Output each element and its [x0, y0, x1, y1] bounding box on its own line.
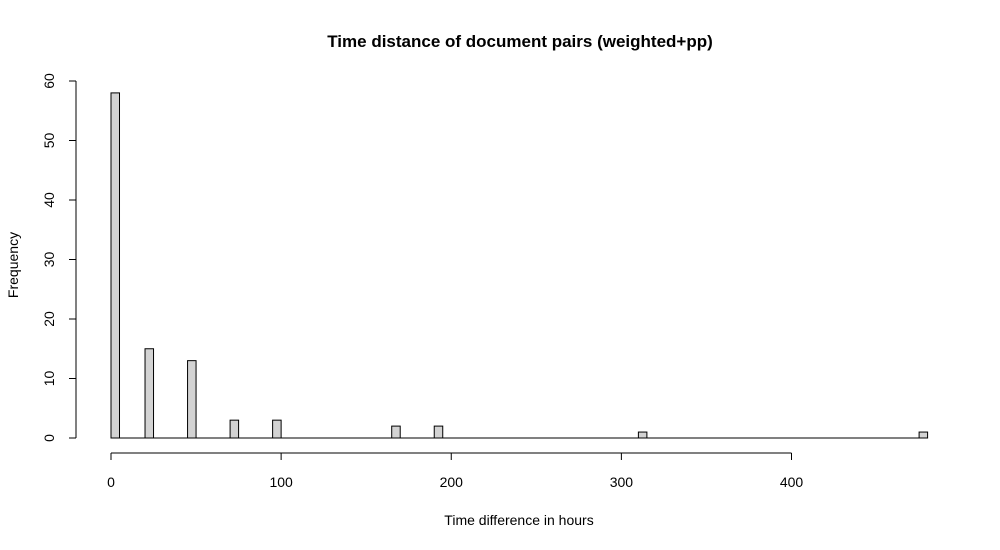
y-tick-label-3: 30 — [41, 252, 57, 268]
histogram-bar-3 — [229, 419, 240, 439]
x-axis: 0 100 200 300 400 — [107, 452, 804, 490]
histogram-bar-4 — [272, 419, 282, 439]
y-tick-label-1: 10 — [41, 371, 57, 387]
histogram-bar-1 — [144, 348, 155, 439]
x-tick-label-1: 100 — [269, 474, 293, 490]
y-tick-label-6: 60 — [41, 73, 57, 89]
x-tick-label-0: 0 — [107, 474, 115, 490]
y-tick-label-5: 50 — [41, 133, 57, 149]
histogram-bar-2 — [187, 360, 197, 439]
x-tick-label-2: 200 — [440, 474, 464, 490]
chart-title: Time distance of document pairs (weighte… — [327, 32, 713, 51]
x-tick-label-3: 300 — [610, 474, 634, 490]
x-tick-label-4: 400 — [780, 474, 804, 490]
y-tick-label-0: 0 — [41, 434, 57, 442]
y-tick-label-4: 40 — [41, 192, 57, 208]
histogram-bar-0 — [110, 92, 121, 439]
histogram-bar-5 — [391, 425, 401, 439]
histogram-bar-7 — [637, 431, 648, 439]
histogram-bar-6 — [433, 425, 444, 439]
y-axis: 0 10 20 30 40 50 60 — [41, 73, 77, 442]
x-axis-label: Time difference in hours — [444, 512, 593, 528]
plot-area — [110, 92, 929, 439]
histogram-bar-8 — [918, 431, 929, 439]
y-tick-label-2: 20 — [41, 311, 57, 327]
y-axis-label: Frequency — [5, 232, 21, 298]
